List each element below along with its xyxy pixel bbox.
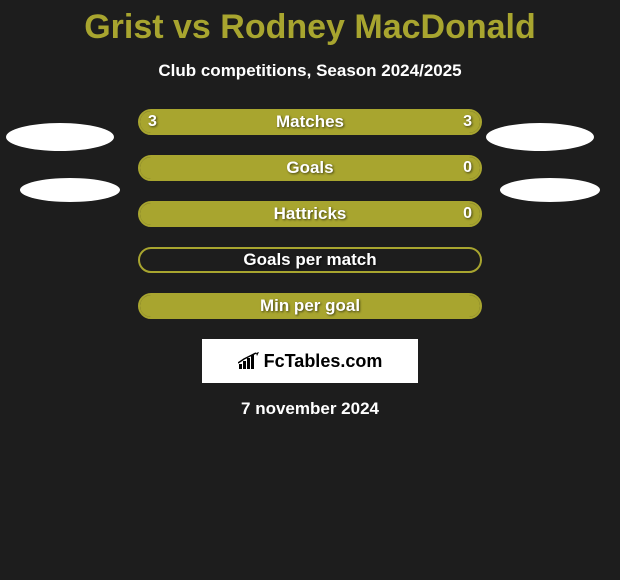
logo-text: FcTables.com [264,351,383,372]
date-label: 7 november 2024 [0,399,620,419]
bar-fill [140,157,480,179]
stat-row: Min per goal [0,293,620,319]
bar-track [138,247,482,273]
bar-fill [140,203,480,225]
player-photo-placeholder [500,178,600,202]
page-title: Grist vs Rodney MacDonald [0,0,620,47]
stat-row: Hattricks0 [0,201,620,227]
stat-row: Goals0 [0,155,620,181]
logo: FcTables.com [238,351,383,372]
subtitle: Club competitions, Season 2024/2025 [0,61,620,81]
player-photo-placeholder [20,178,120,202]
bar-track [138,293,482,319]
bar-track [138,201,482,227]
player-photo-placeholder [6,123,114,151]
player-photo-placeholder [486,123,594,151]
bar-fill-right [310,111,480,133]
bar-fill-left [140,111,310,133]
bar-track [138,155,482,181]
stat-row: Goals per match [0,247,620,273]
bar-chart-icon [238,352,260,370]
logo-box: FcTables.com [202,339,418,383]
bar-fill [140,295,480,317]
bar-track [138,109,482,135]
